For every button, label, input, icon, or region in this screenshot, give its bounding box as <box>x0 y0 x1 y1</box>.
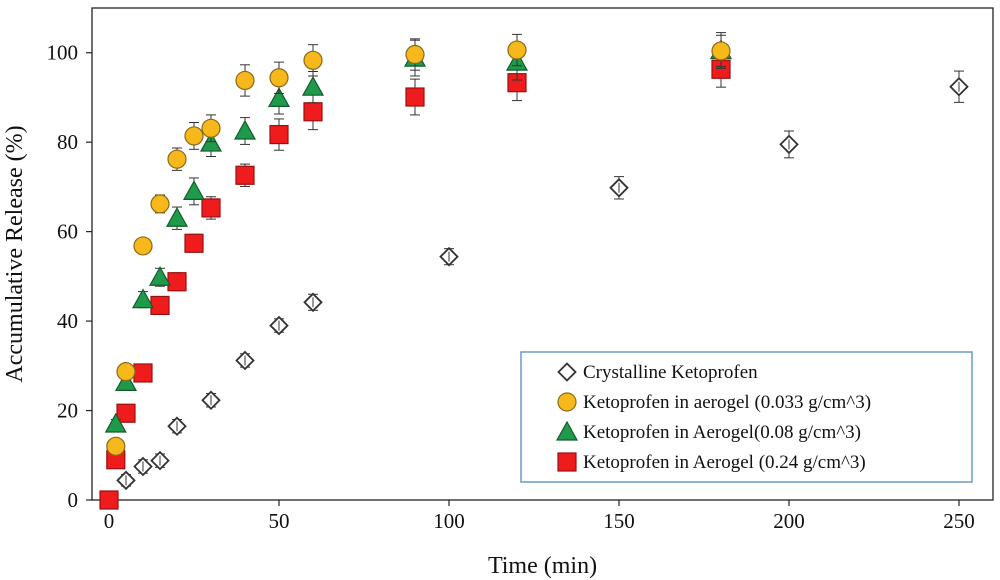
data-point <box>405 44 425 65</box>
data-series <box>99 32 969 510</box>
data-point <box>116 403 136 423</box>
y-tick-label: 20 <box>57 399 78 423</box>
legend-item: Ketoprofen in Aerogel (0.24 g/cm^3) <box>557 452 866 473</box>
data-point <box>269 68 289 88</box>
x-tick-label: 100 <box>433 509 465 533</box>
x-tick-label: 250 <box>943 509 975 533</box>
data-point <box>301 75 325 96</box>
data-point <box>201 118 221 138</box>
legend-label: Crystalline Ketoprofen <box>583 362 758 383</box>
x-tick-label: 50 <box>269 509 290 533</box>
data-point <box>116 362 136 382</box>
x-axis: 0 50 100 150 200 250 <box>104 500 975 533</box>
data-point <box>167 272 187 292</box>
data-point <box>165 206 189 227</box>
legend-marker <box>557 392 577 412</box>
y-axis-title: Accumulative Release (%) <box>2 125 28 382</box>
y-tick-label: 80 <box>57 130 78 154</box>
series-triangle <box>104 32 733 433</box>
data-point <box>201 198 221 218</box>
legend-label: Ketoprofen in Aerogel(0.08 g/cm^3) <box>583 422 861 443</box>
legend-label: Ketoprofen in aerogel (0.033 g/cm^3) <box>583 392 871 413</box>
data-point <box>184 126 204 146</box>
legend-marker <box>555 420 579 441</box>
data-point <box>150 295 170 316</box>
data-point <box>106 436 126 456</box>
legend-marker <box>557 362 577 382</box>
legend-box <box>520 351 973 483</box>
legend-item: Ketoprofen in Aerogel(0.08 g/cm^3) <box>555 420 861 443</box>
y-tick-label: 100 <box>47 41 79 65</box>
data-point <box>133 363 153 383</box>
x-tick-label: 200 <box>773 509 805 533</box>
data-point <box>104 412 127 433</box>
data-point <box>148 266 172 286</box>
data-point <box>133 236 153 256</box>
x-tick-label: 150 <box>603 509 635 533</box>
plot-border <box>91 7 994 501</box>
data-point <box>235 70 255 91</box>
data-point <box>711 41 731 61</box>
data-point <box>303 50 323 70</box>
data-point <box>131 288 155 309</box>
legend-item: Ketoprofen in aerogel (0.033 g/cm^3) <box>557 392 871 413</box>
y-axis: 0 20 40 60 80 100 <box>47 41 92 512</box>
y-tick-label: 40 <box>57 309 78 333</box>
series-circle <box>106 33 731 456</box>
data-point <box>267 87 291 107</box>
y-tick-label: 60 <box>57 220 78 244</box>
series-square <box>99 50 731 510</box>
data-point <box>167 149 187 169</box>
y-tick-label: 0 <box>68 488 79 512</box>
data-point <box>99 490 119 510</box>
data-point <box>405 87 425 107</box>
data-point <box>233 119 257 140</box>
data-point <box>150 194 170 214</box>
data-point <box>507 40 527 60</box>
x-axis-title: Time (min) <box>488 553 597 579</box>
plot-area <box>91 7 994 501</box>
data-point <box>114 371 138 391</box>
data-point <box>303 102 323 122</box>
legend-label: Ketoprofen in Aerogel (0.24 g/cm^3) <box>583 452 866 473</box>
legend-item: Crystalline Ketoprofen <box>557 362 758 383</box>
data-point <box>269 124 289 145</box>
data-point <box>184 233 204 253</box>
legend: Crystalline Ketoprofen Ketoprofen in aero… <box>520 351 973 483</box>
data-point <box>182 180 206 200</box>
data-point <box>235 165 255 185</box>
x-tick-label: 0 <box>104 509 115 533</box>
legend-marker <box>557 452 577 472</box>
